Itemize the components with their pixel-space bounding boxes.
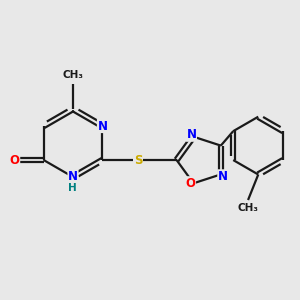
Text: CH₃: CH₃	[62, 70, 83, 80]
Text: O: O	[185, 177, 196, 190]
Text: H: H	[68, 183, 76, 193]
Text: N: N	[98, 119, 107, 133]
Text: N: N	[218, 170, 228, 183]
Text: CH₃: CH₃	[238, 203, 259, 213]
Text: O: O	[10, 154, 20, 166]
Text: N: N	[68, 170, 78, 184]
Text: N: N	[187, 128, 196, 141]
Text: S: S	[134, 154, 142, 166]
